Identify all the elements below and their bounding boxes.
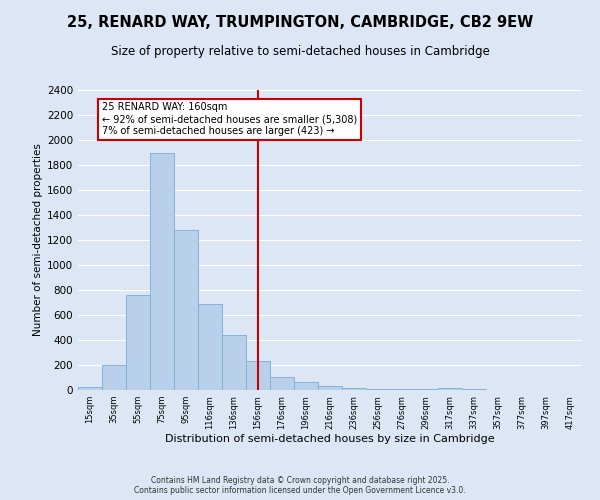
Bar: [294, 382, 318, 390]
Bar: [126, 295, 150, 390]
Bar: [102, 365, 126, 390]
Bar: [78, 387, 102, 390]
Y-axis label: Number of semi-detached properties: Number of semi-detached properties: [33, 144, 43, 336]
Bar: [246, 361, 270, 390]
Text: Contains HM Land Registry data © Crown copyright and database right 2025.
Contai: Contains HM Land Registry data © Crown c…: [134, 476, 466, 495]
X-axis label: Distribution of semi-detached houses by size in Cambridge: Distribution of semi-detached houses by …: [165, 434, 495, 444]
Bar: [174, 230, 198, 390]
Bar: [150, 152, 174, 390]
Bar: [270, 377, 294, 390]
Bar: [414, 389, 438, 390]
Bar: [342, 388, 366, 390]
Bar: [438, 388, 462, 390]
Bar: [318, 386, 342, 390]
Text: 25, RENARD WAY, TRUMPINGTON, CAMBRIDGE, CB2 9EW: 25, RENARD WAY, TRUMPINGTON, CAMBRIDGE, …: [67, 15, 533, 30]
Bar: [366, 388, 390, 390]
Bar: [390, 389, 414, 390]
Bar: [222, 335, 246, 390]
Text: Size of property relative to semi-detached houses in Cambridge: Size of property relative to semi-detach…: [110, 45, 490, 58]
Text: 25 RENARD WAY: 160sqm
← 92% of semi-detached houses are smaller (5,308)
7% of se: 25 RENARD WAY: 160sqm ← 92% of semi-deta…: [102, 102, 357, 136]
Bar: [198, 304, 222, 390]
